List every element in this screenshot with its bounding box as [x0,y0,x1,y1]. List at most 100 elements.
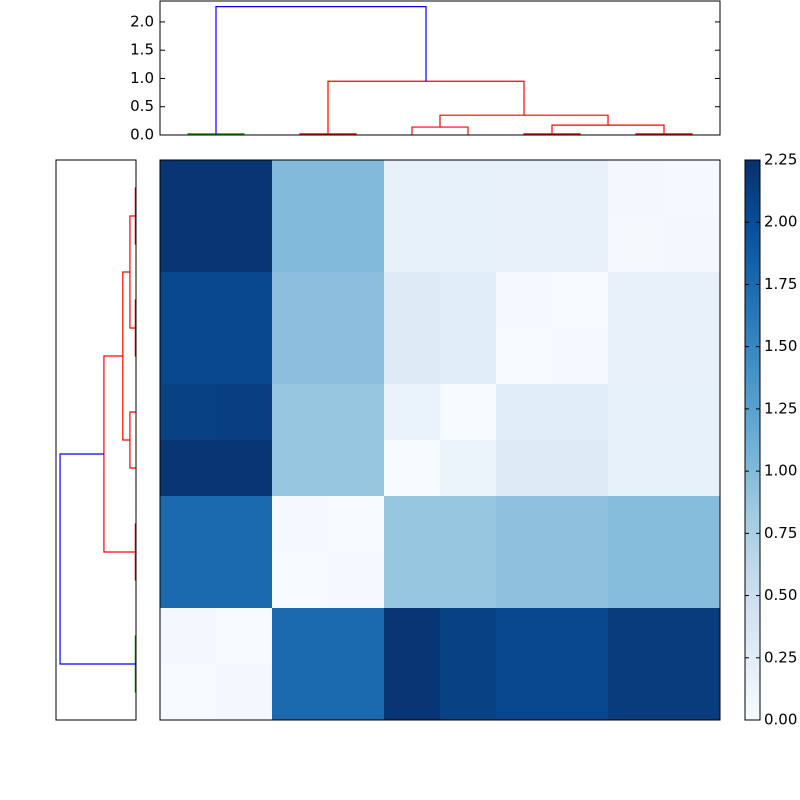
heatmap-cell [160,328,217,385]
heatmap-cell [216,328,273,385]
y-tick-label: 0.5 [130,97,154,115]
heatmap-cell [664,664,721,721]
heatmap-cell [160,216,217,273]
dendrogram-link [129,215,136,329]
heatmap-cell [216,384,273,441]
axes-frame [159,0,721,136]
colorbar-tick-label: 1.00 [764,462,797,480]
heatmap-cell [216,664,273,721]
heatmap-cell [440,272,497,329]
heatmap-cell [384,216,441,273]
heatmap-cell [608,384,665,441]
heatmap-cell [160,608,217,665]
colorbar-tick-label: 0.25 [764,648,797,666]
heatmap-cell [664,216,721,273]
heatmap-cell [328,160,385,217]
heatmap-cell [608,160,665,217]
heatmap-cell [440,216,497,273]
heatmap-cell [272,328,329,385]
heatmap-cell [272,216,329,273]
heatmap-cell [216,552,273,609]
colorbar-tick-label: 0.75 [764,524,797,542]
colorbar [744,159,761,721]
dendrogram-link [215,6,427,134]
dendrogram-link [129,411,136,469]
heatmap-cell [664,552,721,609]
heatmap-cell [328,552,385,609]
heatmap-cell [440,608,497,665]
heatmap-cell [552,496,609,553]
colorbar-tick-label: 1.50 [764,337,797,355]
heatmap-cell [328,328,385,385]
heatmap-cell [328,608,385,665]
colorbar-tick-label: 2.25 [764,151,797,169]
heatmap-cell [384,496,441,553]
heatmap-cell [216,608,273,665]
heatmap-cell [440,552,497,609]
heatmap-cell [664,328,721,385]
heatmap-cell [552,160,609,217]
y-tick-label: 2.0 [130,12,154,30]
heatmap-cell [160,664,217,721]
dendrogram-link [327,80,525,134]
heatmap-cell [160,384,217,441]
heatmap-cell [440,440,497,497]
heatmap-cell [552,216,609,273]
heatmap-cell [328,384,385,441]
heatmap-cell [608,272,665,329]
heatmap-cell [496,160,553,217]
heatmap-cell [552,440,609,497]
heatmap-cell [160,160,217,217]
heatmap-cell [272,160,329,217]
heatmap-cell [496,328,553,385]
heatmap-cell [272,664,329,721]
heatmap-cell [384,328,441,385]
heatmap-cell [496,608,553,665]
heatmap-cell [608,328,665,385]
plot-layer: 0.0 0.5 1.0 1.5 2.0 0.00 0.25 0.50 0.75 1.00 1.25 1… [55,0,797,729]
heatmap-cell [552,664,609,721]
heatmap-cell [440,664,497,721]
heatmap-cell [384,552,441,609]
heatmap-cell [608,440,665,497]
heatmap-cell [608,608,665,665]
heatmap-cell [160,496,217,553]
heatmap-cell [384,272,441,329]
heatmap-cell [496,496,553,553]
heatmap-cell [160,440,217,497]
colorbar-tick-label: 1.25 [764,399,797,417]
heatmap-cell [496,664,553,721]
heatmap-cell [552,328,609,385]
heatmap-cell [496,440,553,497]
heatmap-cell [440,384,497,441]
dendrogram-link [122,271,130,441]
y-tick-label: 0.0 [130,126,154,144]
heatmap-cell [272,272,329,329]
colorbar-tick-label: 2.00 [764,213,797,231]
heatmap-cell [496,384,553,441]
heatmap-cell [272,384,329,441]
heatmap-cell [552,384,609,441]
dendrogram-link [59,453,136,665]
heatmap-cell [496,272,553,329]
heatmap-cell [608,496,665,553]
y-tick-label: 1.0 [130,69,154,87]
heatmap-cell [272,608,329,665]
heatmap-cell [664,440,721,497]
heatmap-cell [384,608,441,665]
heatmap-cell [608,664,665,721]
heatmap-cell [496,552,553,609]
dendrogram-link [411,126,469,135]
colorbar-tick-label: 0.00 [764,711,797,729]
heatmap-cell [384,664,441,721]
heatmap-cell [160,552,217,609]
colorbar-tick-label: 0.50 [764,586,797,604]
heatmap-cell [664,384,721,441]
heatmap-cell [664,608,721,665]
y-tick-label: 1.5 [130,41,154,59]
heatmap-cell [496,216,553,273]
heatmap-cell [328,496,385,553]
heatmap-cell [160,272,217,329]
heatmap-cell [384,160,441,217]
